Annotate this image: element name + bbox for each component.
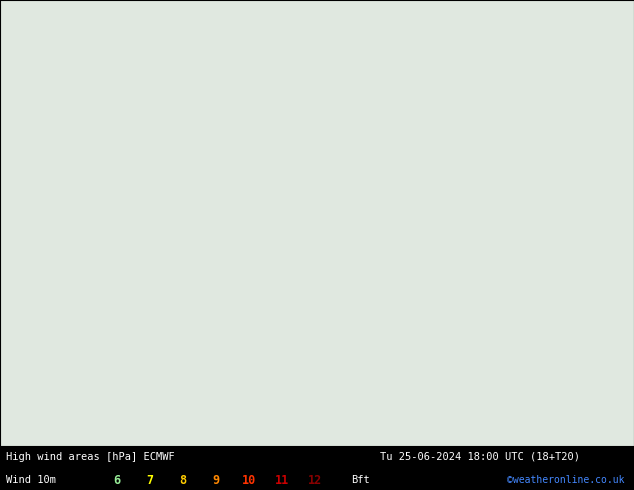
- Text: 9: 9: [212, 474, 220, 487]
- Text: Wind 10m: Wind 10m: [6, 475, 56, 485]
- Text: High wind areas [hPa] ECMWF: High wind areas [hPa] ECMWF: [6, 452, 175, 462]
- Text: 7: 7: [146, 474, 154, 487]
- Text: 6: 6: [113, 474, 121, 487]
- Text: 10: 10: [242, 474, 256, 487]
- Text: 8: 8: [179, 474, 187, 487]
- Text: Bft: Bft: [351, 475, 370, 485]
- Text: 11: 11: [275, 474, 289, 487]
- Text: Tu 25-06-2024 18:00 UTC (18+T20): Tu 25-06-2024 18:00 UTC (18+T20): [380, 452, 580, 462]
- Text: ©weatheronline.co.uk: ©weatheronline.co.uk: [507, 475, 624, 485]
- Text: 12: 12: [308, 474, 322, 487]
